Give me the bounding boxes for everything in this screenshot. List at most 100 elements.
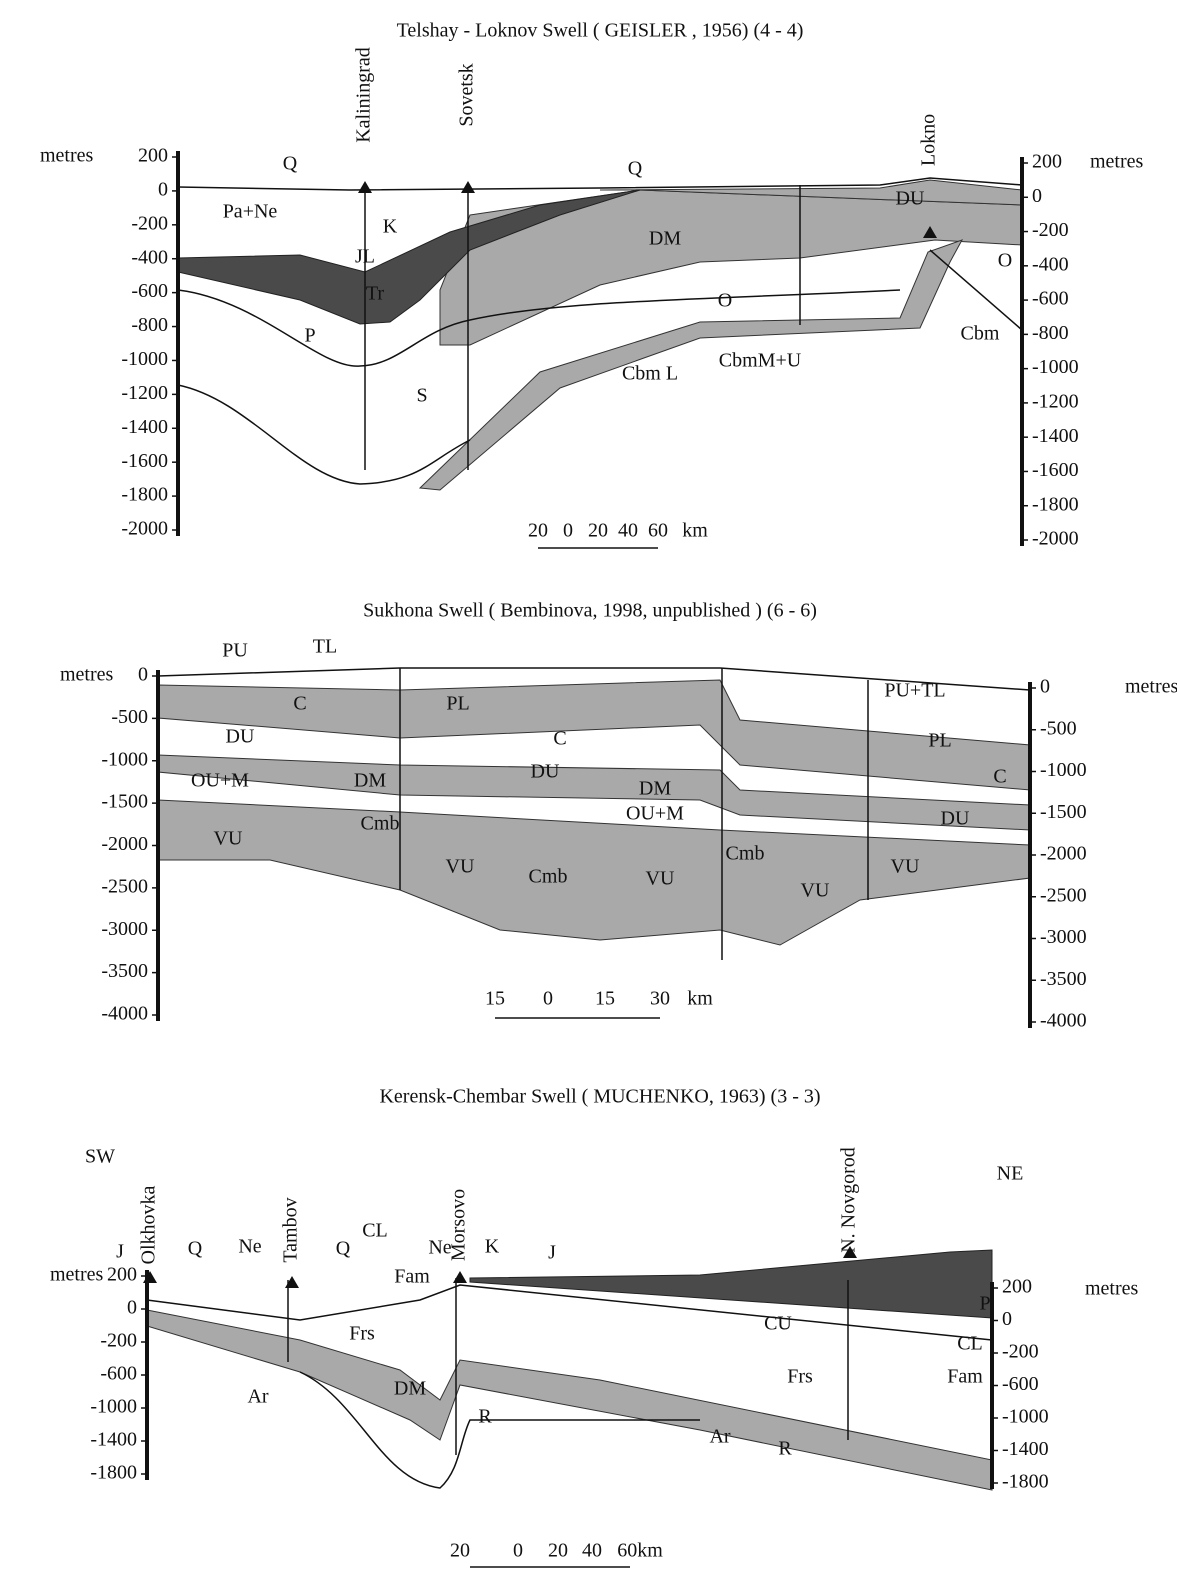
section-title: Sukhona Swell ( Bembinova, 1998, unpubli… <box>363 600 817 622</box>
section-title: Kerensk-Chembar Swell ( MUCHENKO, 1963) … <box>379 1086 820 1108</box>
place-name: Lokno <box>918 114 940 166</box>
tick-label: -1500 <box>1040 801 1087 823</box>
layer-label: R <box>478 1406 492 1428</box>
layer-label: VU <box>446 856 475 878</box>
layer-label: Ne <box>428 1237 451 1259</box>
layer-label: CL <box>957 1333 983 1355</box>
layer-label: VU <box>646 868 675 890</box>
layer-label: CbmM+U <box>719 350 802 372</box>
axis-unit: metres <box>50 1264 104 1286</box>
scale-label: 20 <box>450 1540 470 1562</box>
tick-label: -1000 <box>121 348 168 370</box>
layer-label: C <box>553 728 566 750</box>
tick-label: -200 <box>1032 219 1069 241</box>
tick-label: -4000 <box>1040 1010 1087 1032</box>
well-marker <box>923 226 937 238</box>
tick-label: 200 <box>1002 1276 1032 1298</box>
direction-label: SW <box>85 1146 115 1168</box>
direction-label: NE <box>997 1163 1024 1185</box>
scale-label: 0 <box>543 988 553 1010</box>
place-name: Sovetsk <box>456 63 478 126</box>
tick-label: 0 <box>127 1297 137 1319</box>
tick-label: -1200 <box>121 382 168 404</box>
scale-label: km <box>682 520 708 542</box>
tick-label: -1000 <box>90 1396 137 1418</box>
tick-label: -1000 <box>1040 759 1087 781</box>
tick-label: -1600 <box>1032 459 1079 481</box>
axis-unit: metres <box>60 664 114 686</box>
tick-label: -1400 <box>1002 1438 1049 1460</box>
tick-label: -600 <box>131 280 168 302</box>
scale-label: 0 <box>563 520 573 542</box>
tick-label: -1800 <box>121 484 168 506</box>
layer-label: JL <box>355 246 375 268</box>
tick-label: -600 <box>1002 1373 1039 1395</box>
layer-label: Cbm L <box>622 363 678 385</box>
layer-label: DM <box>649 228 681 250</box>
tick-label: -800 <box>131 314 168 336</box>
tick-label: -2000 <box>1032 528 1079 550</box>
tick-label: -1000 <box>1002 1406 1049 1428</box>
tick-label: -500 <box>111 706 148 728</box>
tick-label: -2000 <box>101 833 148 855</box>
scale-label: 15 <box>485 988 505 1010</box>
layer-label: Cmb <box>726 843 765 865</box>
tick-label: 0 <box>1002 1308 1012 1330</box>
layer-label: VU <box>891 856 920 878</box>
layer-label: TL <box>313 636 337 658</box>
layer-label: DM <box>394 1378 426 1400</box>
tick-label: -1800 <box>90 1462 137 1484</box>
scale-label: 30 <box>650 988 670 1010</box>
tick-label: -1600 <box>121 450 168 472</box>
tick-label: -200 <box>1002 1341 1039 1363</box>
layer-label: Cbm <box>961 323 1000 345</box>
axis-unit: metres <box>40 145 94 167</box>
section-1-shapes <box>177 177 1023 491</box>
scale-label: 40 <box>582 1540 602 1562</box>
tick-label: 200 <box>1032 151 1062 173</box>
scale-label: 40 <box>618 520 638 542</box>
place-name: Morsovo <box>448 1189 470 1261</box>
tick-label: 0 <box>158 179 168 201</box>
layer-label: Q <box>283 153 298 175</box>
well-marker <box>453 1271 467 1283</box>
layer-label: Pa+Ne <box>223 201 278 223</box>
tick-label: -3000 <box>101 918 148 940</box>
layer-label: CU <box>764 1313 792 1335</box>
layer-label: Q <box>336 1238 351 1260</box>
tick-label: -1800 <box>1002 1471 1049 1493</box>
well-marker <box>358 181 372 193</box>
tick-label: 0 <box>1032 185 1042 207</box>
layer-label: O <box>998 250 1012 272</box>
layer-label: Cmb <box>361 813 400 835</box>
tick-label: -1400 <box>90 1429 137 1451</box>
layer-label: CL <box>362 1220 388 1242</box>
scale-label: 20 <box>588 520 608 542</box>
layer-label: OU+M <box>191 770 249 792</box>
layer-label: Frs <box>787 1366 813 1388</box>
axis-unit: metres <box>1085 1278 1139 1300</box>
layer-label: PU <box>222 640 248 662</box>
layer-label: PL <box>446 693 469 715</box>
tick-label: -1000 <box>1032 356 1079 378</box>
layer-label: O <box>718 290 732 312</box>
section-3-shapes <box>146 1249 993 1491</box>
scale-label: km <box>687 988 713 1010</box>
layer-label: VU <box>801 880 830 902</box>
well-marker <box>461 181 475 193</box>
layer-label: OU+M <box>626 803 684 825</box>
scale-label: 15 <box>595 988 615 1010</box>
well-marker <box>285 1276 299 1288</box>
layer-label: P <box>979 1293 990 1315</box>
tick-label: -1000 <box>101 748 148 770</box>
layer-label: DU <box>531 761 560 783</box>
tick-label: 0 <box>138 664 148 686</box>
layer-label: J <box>116 1241 124 1263</box>
place-name: Olkhovka <box>138 1185 160 1264</box>
axis-unit: metres <box>1090 151 1144 173</box>
tick-label: -800 <box>1032 322 1069 344</box>
place-name: Tambov <box>280 1197 302 1262</box>
layer-label: C <box>293 693 306 715</box>
axis-unit: metres <box>1125 676 1177 698</box>
scale-label: 20 <box>528 520 548 542</box>
